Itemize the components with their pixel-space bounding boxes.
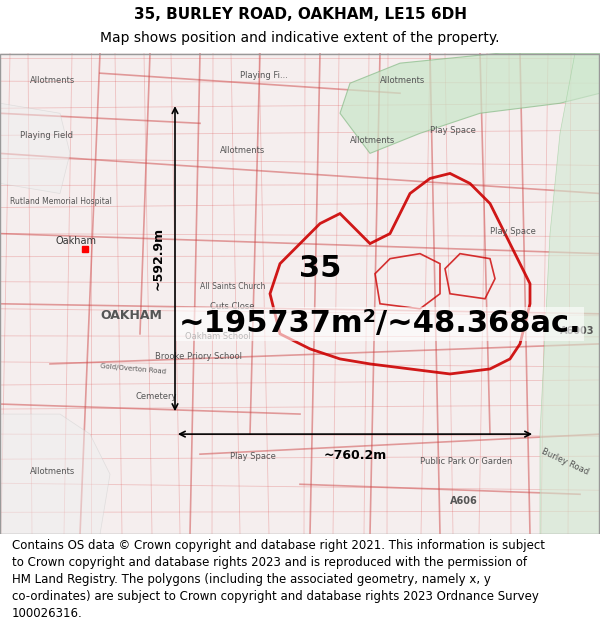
Text: Playing Field: Playing Field [20,131,73,141]
Polygon shape [540,53,600,534]
Text: All Saints Church: All Saints Church [200,282,265,291]
Text: Public Park Or Garden: Public Park Or Garden [420,458,512,466]
Polygon shape [0,414,110,534]
Text: ~592.9m: ~592.9m [152,227,165,290]
Text: ~760.2m: ~760.2m [323,449,386,462]
Text: Map shows position and indicative extent of the property.: Map shows position and indicative extent… [100,31,500,45]
Text: 35: 35 [299,254,341,283]
Polygon shape [340,53,600,153]
Text: Cemetery: Cemetery [135,392,176,401]
Text: Play Space: Play Space [230,452,276,461]
Polygon shape [0,103,70,194]
Text: Burley Road: Burley Road [540,446,590,476]
Text: 35, BURLEY ROAD, OAKHAM, LE15 6DH: 35, BURLEY ROAD, OAKHAM, LE15 6DH [133,8,467,22]
Text: Allotments: Allotments [350,136,395,146]
Text: Contains OS data © Crown copyright and database right 2021. This information is : Contains OS data © Crown copyright and d… [12,539,545,620]
Text: A6003: A6003 [560,326,595,336]
Text: OAKHAM: OAKHAM [100,309,162,322]
Text: Oakham School: Oakham School [185,332,251,341]
Text: ~195737m²/~48.368ac.: ~195737m²/~48.368ac. [179,309,581,338]
Text: A606: A606 [450,496,478,506]
Text: Rutland Memorial Hospital: Rutland Memorial Hospital [10,196,112,206]
Text: Cuts Close: Cuts Close [210,302,254,311]
Text: Oakham: Oakham [55,236,96,246]
Text: Allotments: Allotments [380,76,425,85]
Text: Gold/Overton Road: Gold/Overton Road [100,363,166,375]
Text: Play Space: Play Space [430,126,476,136]
Text: Allotments: Allotments [30,76,75,85]
Text: Play Space: Play Space [490,227,536,236]
Text: Allotments: Allotments [220,146,265,156]
Text: Allotments: Allotments [30,468,75,476]
Text: Brooke Priory School: Brooke Priory School [155,352,242,361]
Text: Playing Fi...: Playing Fi... [240,71,288,80]
